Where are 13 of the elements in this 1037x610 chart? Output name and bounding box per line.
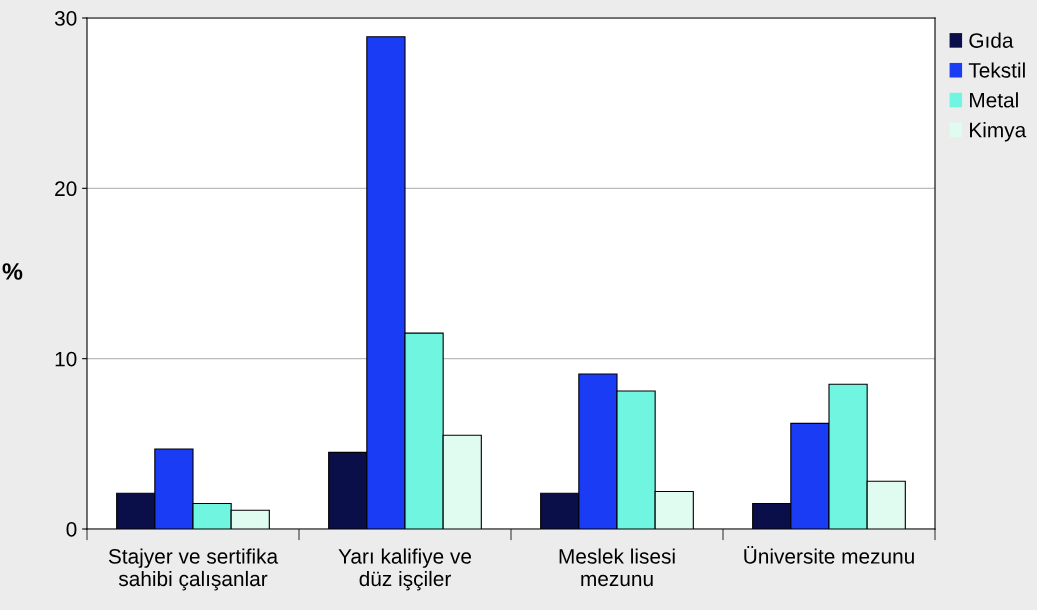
legend-label: Gıda [969,32,1014,48]
y-axis-title: % [2,263,23,280]
x-tick-label: Meslek lisesi mezunu [559,548,675,587]
y-tick-label: 0 [66,522,77,537]
legend-label: Kimya [970,122,1027,142]
y-tick-label: 10 [55,351,77,367]
x-tick-label: Stajyer ve sertifika sahibi çalışanlar [108,548,279,591]
y-tick-label: 20 [55,181,77,197]
legend-label: Metal [970,92,1018,108]
y-tick-label: 30 [54,11,77,26]
x-tick-label: Üniversite mezunu [744,546,914,564]
legend-label: Tekstil [968,62,1025,78]
x-tick-label: Yarı kalifiye ve düz işçiler [338,548,472,591]
